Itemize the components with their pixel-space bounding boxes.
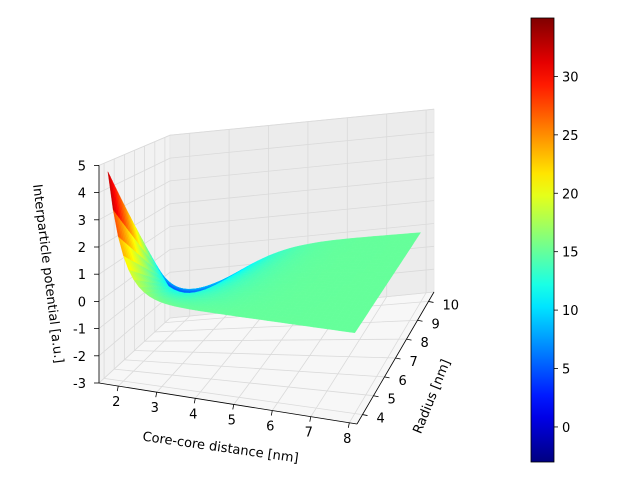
y-tick-label: 9 (432, 317, 440, 332)
x-tick-label: 3 (151, 401, 159, 416)
grid-line (98, 131, 435, 193)
x-tick-mark (193, 398, 196, 404)
colorbar-tick-label: 30 (562, 70, 579, 85)
z-tick-label: 1 (78, 268, 86, 283)
z-tick-label: 5 (78, 159, 86, 174)
y-tick-mark (395, 357, 401, 360)
y-tick-mark (406, 338, 412, 341)
z-axis-label: Interparticle potential [a.u.] (29, 183, 66, 364)
x-tick-mark (155, 392, 158, 398)
x-axis-line (98, 382, 358, 425)
colorbar-tick-label: 15 (562, 246, 579, 261)
grid-line (310, 113, 388, 417)
y-tick-mark (362, 414, 368, 416)
x-tick-label: 6 (266, 420, 274, 435)
x-tick-label: 2 (112, 395, 120, 410)
y-tick-mark (417, 319, 423, 322)
x-tick-label: 4 (189, 407, 197, 422)
grid-line (98, 200, 435, 275)
colorbar-tick-label: 5 (562, 363, 570, 378)
z-tick-label: -3 (73, 377, 86, 392)
x-tick-label: 7 (305, 426, 313, 441)
surface-patch (166, 282, 175, 290)
z-tick-label: -2 (73, 350, 86, 365)
x-axis-label: Core-core distance [nm] (142, 430, 300, 467)
grid-line (98, 223, 435, 302)
colorbar-tick-label: 10 (562, 304, 579, 319)
y-tick-label: 4 (377, 412, 385, 427)
y-tick-label: 8 (421, 336, 429, 351)
x-tick-label: 8 (343, 432, 351, 447)
grid-line (98, 108, 435, 166)
x-tick-mark (309, 416, 312, 422)
grid-line (113, 158, 374, 397)
grid-line (118, 133, 191, 387)
z-tick-label: 3 (78, 214, 86, 229)
z-tick-label: -1 (73, 323, 86, 338)
grid-line (134, 150, 396, 359)
y-tick-label: 6 (399, 374, 407, 389)
colorbar-tick-label: 20 (562, 187, 579, 202)
colorbar-gradient (530, 17, 555, 463)
grid-line (348, 110, 427, 424)
x-tick-mark (232, 404, 235, 410)
y-tick-mark (384, 376, 390, 379)
grid-line (144, 146, 407, 342)
axes-grid (98, 108, 435, 424)
surface-plot (107, 171, 421, 334)
z-tick-label: 4 (78, 187, 86, 202)
x-tick-mark (116, 385, 119, 392)
y-tick-label: 5 (388, 393, 396, 408)
z-tick-label: 0 (78, 295, 86, 310)
y-tick-mark (428, 301, 434, 303)
grid-line (103, 163, 363, 415)
colorbar: 0 5 10 15 20 25 30 (530, 17, 579, 463)
x-tick-label: 5 (228, 413, 236, 428)
x-tick-mark (347, 422, 350, 428)
y-tick-label: 10 (443, 298, 460, 313)
x-tick-mark (270, 410, 273, 416)
colorbar-tick-label: 0 (562, 421, 570, 436)
colorbar-tick-label: 25 (562, 129, 579, 144)
y-tick-label: 7 (410, 355, 418, 370)
y-tick-mark (373, 395, 379, 398)
z-tick-label: 2 (78, 241, 86, 256)
